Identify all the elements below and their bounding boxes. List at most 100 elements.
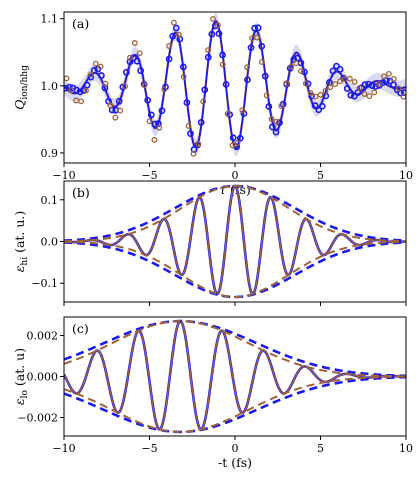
envelope-upper-brown: [64, 320, 406, 378]
data-point-brown: [356, 85, 363, 91]
data-point-brown: [185, 122, 192, 129]
data-point-blue: [119, 83, 127, 91]
data-point-brown: [205, 47, 212, 53]
data-point-brown: [307, 90, 314, 97]
y-tick-label: −0.002: [17, 412, 58, 425]
data-point-blue: [197, 119, 205, 126]
data-point-brown: [361, 91, 368, 97]
data-point-blue: [130, 54, 137, 62]
y-axis-label: Qion/hhg: [12, 65, 30, 110]
y-axis-label: εhi (at. u.): [12, 211, 30, 273]
data-point-blue: [347, 91, 355, 99]
data-point-brown: [371, 89, 378, 96]
data-point-blue: [269, 123, 276, 131]
plot-area: [64, 319, 406, 434]
data-point-blue: [183, 99, 191, 106]
data-point-brown: [166, 43, 172, 49]
panel-b: −0.1 0.0 0.1 (b) εhi (at. u.): [12, 180, 407, 306]
envelope-upper-blue: [64, 319, 406, 378]
data-point-blue: [179, 63, 187, 71]
data-point-blue: [87, 73, 95, 81]
data-point-blue: [247, 44, 255, 52]
axes-frame: [63, 180, 407, 303]
data-point-blue: [165, 55, 173, 63]
envelope-lower-brown: [64, 375, 406, 433]
data-point-brown: [381, 73, 387, 80]
data-point-blue: [219, 51, 226, 59]
data-point-brown: [195, 141, 202, 147]
data-point-blue: [254, 24, 262, 32]
uncertainty-band: [64, 13, 406, 157]
data-point-blue: [212, 22, 219, 30]
data-point-brown: [87, 71, 94, 78]
data-point-blue: [329, 67, 337, 75]
data-point-brown: [68, 87, 75, 94]
data-point-brown: [254, 34, 260, 41]
data-point-brown: [210, 16, 216, 22]
data-point-brown: [200, 98, 207, 105]
data-point-blue: [137, 67, 144, 74]
data-point-brown: [293, 60, 300, 67]
data-point-blue: [151, 120, 159, 128]
data-point-brown: [376, 81, 383, 88]
x-tick-label: −10: [52, 442, 75, 455]
envelope-upper-blue: [64, 184, 406, 242]
data-point-blue: [350, 92, 358, 100]
x-tick-label: 10: [399, 169, 413, 182]
data-point-blue: [261, 72, 269, 80]
envelope-lower-blue: [64, 375, 406, 434]
data-point-blue: [133, 57, 141, 65]
data-point-brown: [214, 22, 221, 29]
data-point-blue: [301, 68, 308, 76]
field-blue: [64, 184, 406, 296]
data-point-blue: [258, 42, 266, 50]
data-point-brown: [332, 81, 339, 88]
x-axis-label: -t (fs): [218, 455, 252, 470]
data-point-blue: [368, 82, 376, 90]
data-point-blue: [187, 130, 194, 138]
y-tick-label: −0.1: [31, 277, 58, 290]
plot-area: [64, 184, 406, 299]
data-point-blue: [390, 81, 397, 89]
x-tick-label: 5: [317, 169, 324, 182]
data-point-blue: [272, 128, 280, 136]
data-point-blue: [115, 97, 123, 105]
data-point-brown: [327, 84, 334, 91]
data-point-brown: [190, 150, 197, 157]
data-point-brown: [239, 107, 246, 114]
plot-area: [64, 13, 406, 157]
data-point-brown: [302, 80, 309, 87]
panel-label: (a): [72, 16, 89, 31]
data-point-brown: [385, 70, 392, 77]
data-point-brown: [224, 110, 231, 117]
data-point-brown: [298, 68, 304, 75]
data-point-blue: [308, 92, 315, 100]
data-point-brown: [351, 78, 358, 85]
data-point-blue: [158, 107, 166, 115]
data-point-blue: [318, 102, 326, 110]
data-point-brown: [283, 80, 290, 87]
data-point-brown: [97, 63, 104, 70]
data-point-brown: [273, 118, 280, 125]
data-point-brown: [288, 63, 295, 70]
data-point-brown: [107, 102, 114, 109]
data-point-brown: [234, 140, 241, 146]
data-point-brown: [64, 75, 70, 82]
envelope-upper-brown: [64, 185, 406, 243]
panel-label: (b): [72, 185, 90, 200]
data-point-brown: [268, 115, 275, 122]
data-point-brown: [317, 91, 324, 98]
data-point-blue: [236, 134, 244, 142]
data-point-brown: [83, 87, 89, 94]
data-point-blue: [361, 81, 369, 88]
data-point-brown: [161, 86, 168, 93]
data-point-blue: [126, 58, 134, 66]
data-point-blue: [90, 66, 98, 74]
data-point-blue: [172, 24, 180, 32]
data-point-brown: [346, 75, 353, 82]
data-point-blue: [311, 102, 319, 110]
y-tick-label: 0.9: [41, 147, 59, 160]
y-tick-label: 0.0: [41, 236, 59, 249]
envelope-lower-blue: [64, 241, 406, 299]
data-point-brown: [312, 93, 319, 100]
